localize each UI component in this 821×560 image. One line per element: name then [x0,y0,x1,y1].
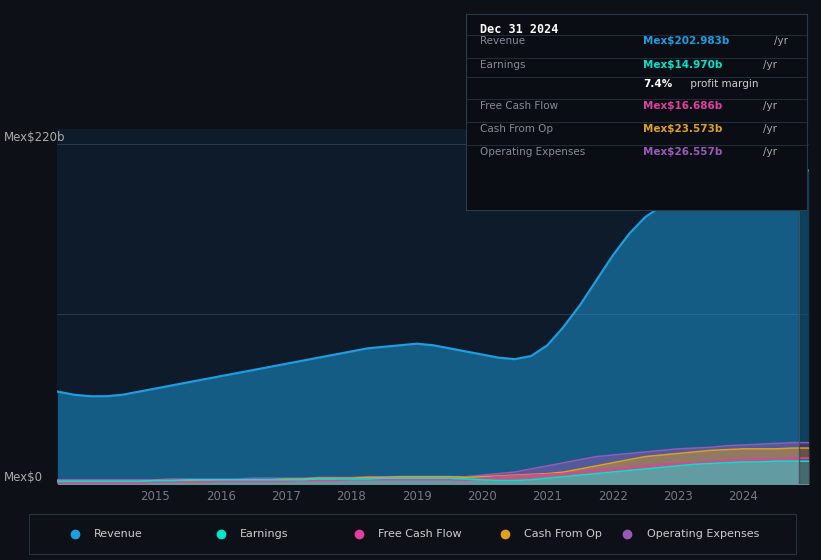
Bar [799,129,809,484]
Text: Mex$16.686b: Mex$16.686b [644,101,722,111]
Text: /yr: /yr [764,60,777,70]
Text: /yr: /yr [764,147,777,157]
Text: /yr: /yr [774,36,788,46]
Text: Revenue: Revenue [480,36,525,46]
Text: Mex$14.970b: Mex$14.970b [644,60,722,70]
Text: Mex$202.983b: Mex$202.983b [644,36,730,46]
Text: Revenue: Revenue [94,529,143,539]
Text: Operating Expenses: Operating Expenses [480,147,585,157]
Text: Earnings: Earnings [480,60,525,70]
Text: Operating Expenses: Operating Expenses [647,529,759,539]
Text: 7.4%: 7.4% [644,78,672,88]
Text: Mex$220b: Mex$220b [4,130,66,144]
Text: Mex$0: Mex$0 [4,470,44,484]
Text: Free Cash Flow: Free Cash Flow [480,101,558,111]
Text: Free Cash Flow: Free Cash Flow [378,529,461,539]
Text: /yr: /yr [764,101,777,111]
Text: Earnings: Earnings [240,529,288,539]
Text: Mex$23.573b: Mex$23.573b [644,124,722,134]
Text: Mex$26.557b: Mex$26.557b [644,147,722,157]
Text: /yr: /yr [764,124,777,134]
Text: Cash From Op: Cash From Op [524,529,602,539]
Text: profit margin: profit margin [687,78,759,88]
Text: Cash From Op: Cash From Op [480,124,553,134]
Text: Dec 31 2024: Dec 31 2024 [480,23,558,36]
